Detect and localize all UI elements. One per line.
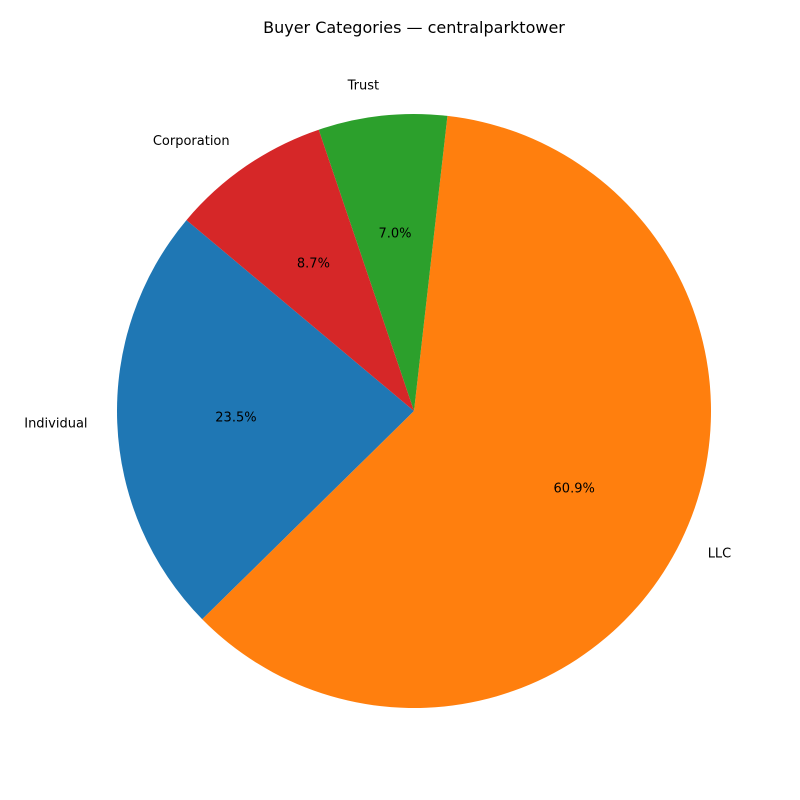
chart-title: Buyer Categories — centralparktower	[263, 18, 565, 37]
slice-percent-trust: 7.0%	[378, 226, 411, 241]
pie-slices	[116, 114, 711, 709]
slice-label-individual: Individual	[24, 416, 87, 431]
slice-percent-individual: 23.5%	[215, 411, 256, 426]
pie-slice-individual	[116, 220, 414, 620]
slice-label-corporation: Corporation	[153, 134, 230, 149]
pie-slice-llc	[202, 115, 711, 709]
pie-slice-corporation	[186, 129, 414, 411]
slice-percent-llc: 60.9%	[554, 482, 595, 497]
slice-label-llc: LLC	[708, 547, 732, 562]
slice-label-trust: Trust	[347, 79, 379, 94]
pie-slice-trust	[318, 114, 448, 411]
slice-percent-corporation: 8.7%	[297, 256, 330, 271]
pie-labels: Individual 23.5% LLC 60.9% Trust 7.0% Corporat…	[24, 79, 731, 562]
